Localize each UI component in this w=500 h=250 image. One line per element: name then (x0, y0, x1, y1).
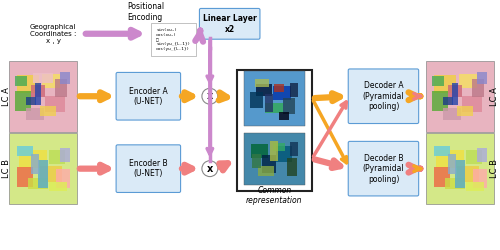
Bar (55, 80, 67, 97)
Bar (16, 91, 32, 111)
Bar (284, 98, 295, 114)
Bar (457, 106, 472, 116)
Bar (443, 97, 453, 105)
Bar (436, 150, 464, 168)
Bar (26, 108, 44, 120)
Text: LC A: LC A (2, 87, 11, 106)
Bar (40, 106, 56, 116)
Bar (434, 146, 450, 156)
FancyBboxPatch shape (200, 8, 260, 39)
Bar (466, 182, 483, 192)
Bar (290, 142, 298, 156)
Bar (426, 133, 494, 204)
Bar (32, 154, 39, 174)
Bar (476, 72, 486, 84)
Bar (457, 166, 478, 182)
Bar (49, 150, 65, 164)
Bar (45, 96, 65, 112)
Bar (443, 108, 461, 120)
Bar (466, 150, 481, 164)
Bar (276, 146, 292, 162)
Bar (434, 76, 456, 93)
Bar (270, 141, 278, 161)
Bar (434, 167, 450, 186)
Bar (280, 112, 289, 120)
Text: x: x (206, 91, 213, 101)
Bar (256, 80, 270, 87)
Text: LC B: LC B (2, 159, 11, 178)
Bar (49, 182, 67, 192)
Bar (18, 146, 34, 156)
Bar (426, 60, 494, 132)
Bar (18, 167, 34, 186)
Bar (256, 84, 272, 96)
Bar (274, 84, 284, 92)
Bar (40, 166, 62, 182)
Text: LC B: LC B (490, 159, 499, 178)
Bar (274, 86, 291, 100)
Bar (32, 85, 45, 97)
Bar (236, 70, 312, 192)
Bar (432, 91, 448, 111)
Bar (56, 169, 70, 188)
Bar (287, 158, 297, 176)
FancyBboxPatch shape (348, 69, 418, 124)
Bar (250, 92, 264, 108)
Text: Linear Layer
x2: Linear Layer x2 (203, 14, 256, 34)
Bar (274, 143, 285, 151)
Text: Positional
Encoding: Positional Encoding (127, 2, 164, 22)
FancyBboxPatch shape (348, 142, 418, 196)
Text: Encoder A
(U-NET): Encoder A (U-NET) (129, 86, 168, 106)
Bar (28, 178, 48, 190)
Bar (462, 96, 481, 112)
Bar (16, 76, 28, 86)
Bar (34, 74, 53, 83)
Bar (459, 74, 476, 88)
Text: x: x (206, 164, 213, 174)
Text: Decoder B
(Pyramidal
pooling): Decoder B (Pyramidal pooling) (362, 154, 405, 184)
Bar (448, 85, 462, 97)
Bar (455, 160, 465, 188)
Text: Decoder A
(Pyramidal
pooling): Decoder A (Pyramidal pooling) (362, 81, 405, 111)
Bar (244, 71, 305, 126)
Bar (38, 160, 48, 188)
Bar (18, 76, 39, 93)
Text: sin(xu₁)
cos(xu₁)
⋮
sin(yu_{L-1})
cos(yu_{L-1}): sin(xu₁) cos(xu₁) ⋮ sin(yu_{L-1}) cos(yu… (156, 28, 190, 51)
Circle shape (202, 88, 218, 104)
Bar (258, 166, 274, 175)
Bar (472, 80, 484, 97)
Bar (290, 83, 298, 97)
Text: Geographical
Coordinates :
x , y: Geographical Coordinates : x , y (30, 24, 76, 44)
Bar (60, 148, 70, 162)
FancyBboxPatch shape (116, 72, 180, 120)
Bar (472, 169, 486, 188)
Bar (432, 76, 444, 86)
Bar (452, 83, 458, 105)
Bar (445, 178, 465, 190)
Text: LC A: LC A (490, 87, 499, 106)
Bar (244, 133, 305, 184)
Bar (266, 103, 283, 113)
Circle shape (202, 161, 218, 176)
Bar (448, 154, 456, 174)
Bar (266, 94, 274, 112)
Bar (10, 60, 77, 132)
Bar (20, 150, 47, 168)
Text: Encoder B
(U-NET): Encoder B (U-NET) (129, 159, 168, 178)
FancyBboxPatch shape (116, 145, 180, 192)
Bar (42, 74, 60, 88)
Bar (476, 148, 486, 162)
Bar (252, 154, 262, 168)
Bar (10, 133, 77, 204)
Bar (26, 97, 36, 105)
Bar (60, 72, 70, 84)
Bar (36, 83, 41, 105)
Bar (262, 155, 276, 172)
Text: Common
representation: Common representation (246, 186, 302, 205)
Bar (250, 144, 268, 158)
